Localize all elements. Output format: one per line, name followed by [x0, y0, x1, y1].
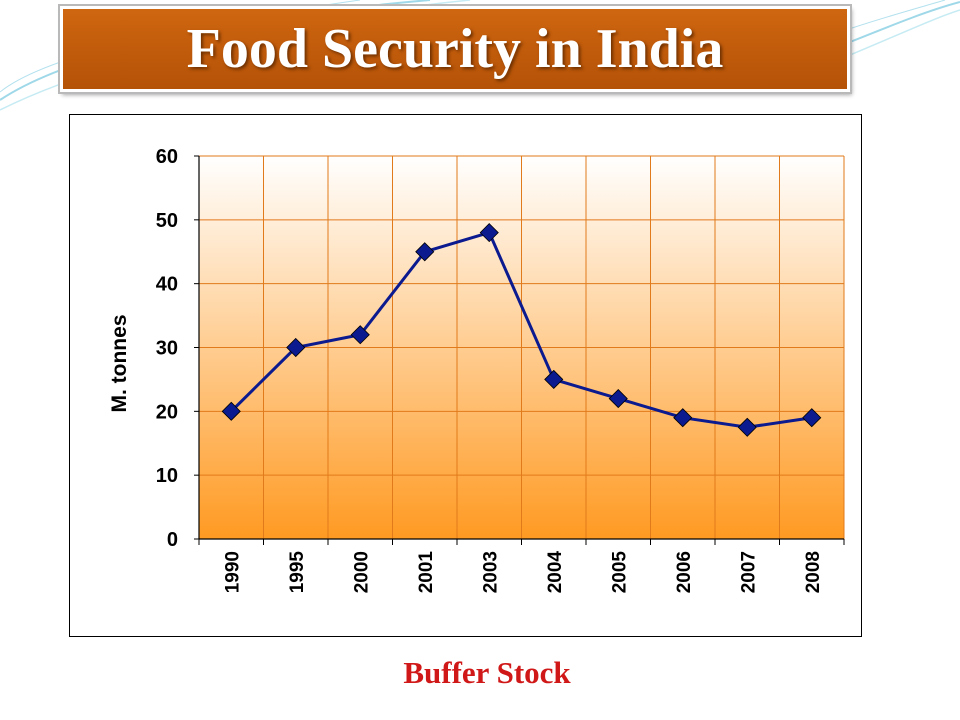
data-point-marker: [802, 408, 822, 428]
y-axis-title: M. tonnes: [108, 315, 131, 413]
data-point-marker: [544, 369, 564, 389]
data-point-marker: [221, 401, 241, 421]
y-tick-label: 50: [156, 210, 178, 232]
data-point-marker: [479, 223, 499, 243]
x-tick-label: 2001: [416, 551, 437, 594]
x-tick-label: 2000: [351, 551, 372, 593]
data-point-marker: [286, 337, 306, 358]
data-point-marker: [608, 389, 628, 409]
y-tick-label: 30: [156, 338, 178, 360]
data-point-marker: [415, 242, 435, 262]
y-tick-label: 40: [156, 274, 178, 296]
x-tick-label: 2007: [738, 551, 759, 593]
data-point-marker: [737, 417, 757, 437]
slide-title: Food Security in India: [186, 18, 724, 80]
data-point-marker: [673, 408, 693, 428]
y-tick-label: 0: [167, 529, 178, 551]
y-tick-label: 20: [156, 401, 178, 423]
line-chart: 0 10 20 30 40 50 60 1990 1995 2000 2001 2003 2004 200…: [108, 146, 845, 594]
data-point-marker: [350, 325, 370, 345]
x-tick-label: 2004: [545, 551, 566, 594]
slide-caption: Buffer Stock: [403, 655, 571, 690]
chart-frame: 0 10 20 30 40 50 60 1990 1995 2000 2001 2003 2004 200…: [69, 114, 862, 637]
series-line: [230, 230, 812, 429]
y-tick-label: 10: [156, 465, 178, 487]
y-tick-label: 60: [156, 146, 178, 168]
x-tick-label: 2003: [480, 551, 501, 593]
x-tick-label: 2008: [803, 551, 824, 593]
x-tick-label: 2005: [609, 551, 630, 594]
x-tick-label: 1995: [287, 551, 308, 594]
x-tick-label: 1990: [222, 551, 243, 593]
x-tick-label: 2006: [674, 551, 695, 593]
title-banner: Food Security in India: [58, 4, 852, 94]
